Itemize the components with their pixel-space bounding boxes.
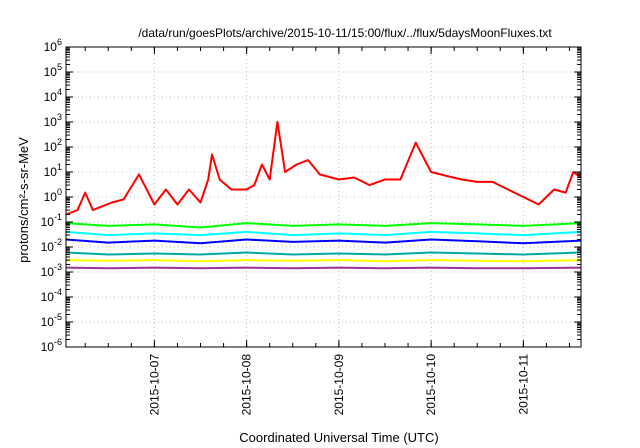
grid-layer — [66, 47, 581, 347]
x-axis-label: Coordinated Universal Time (UTC) — [239, 430, 438, 445]
y-tick-label: 10-2 — [41, 237, 62, 254]
series-line — [65, 266, 582, 270]
tick-labels: 10-6 10-5 10-4 10-3 10-2 10-1 100 101 102 103 104 1… — [41, 37, 531, 415]
y-tick-label: 10-6 — [41, 337, 62, 354]
y-tick-label: 10-5 — [41, 312, 62, 329]
series-line — [65, 230, 582, 237]
series-line — [65, 238, 582, 245]
y-tick-label: 104 — [44, 87, 62, 104]
series-line — [65, 222, 582, 229]
y-tick-label: 10-4 — [41, 287, 62, 304]
series-line — [65, 121, 582, 216]
x-tick-label: 2015-10-10 — [424, 354, 438, 416]
x-tick-label: 2015-10-08 — [240, 354, 254, 416]
series-layer — [65, 121, 582, 270]
y-tick-label: 10-1 — [41, 212, 62, 229]
x-tick-label: 2015-10-09 — [332, 354, 346, 416]
x-tick-label: 2015-10-11 — [516, 354, 530, 415]
y-tick-label: 106 — [44, 37, 62, 54]
x-tick-label: 2015-10-07 — [147, 354, 161, 416]
y-tick-label: 102 — [44, 137, 62, 154]
y-tick-label: 100 — [44, 187, 62, 204]
y-tick-label: 103 — [44, 112, 62, 129]
y-tick-label: 105 — [44, 62, 62, 79]
chart-title: /data/run/goesPlots/archive/2015-10-11/1… — [138, 26, 552, 40]
y-tick-label: 10-3 — [41, 262, 62, 279]
series-line — [65, 251, 582, 256]
y-axis-label: protons/cm²-s-sr-MeV — [16, 137, 31, 263]
y-tick-label: 101 — [44, 162, 62, 179]
ticks-layer — [66, 46, 581, 348]
series-line — [65, 259, 582, 263]
plot-frame — [65, 46, 582, 348]
